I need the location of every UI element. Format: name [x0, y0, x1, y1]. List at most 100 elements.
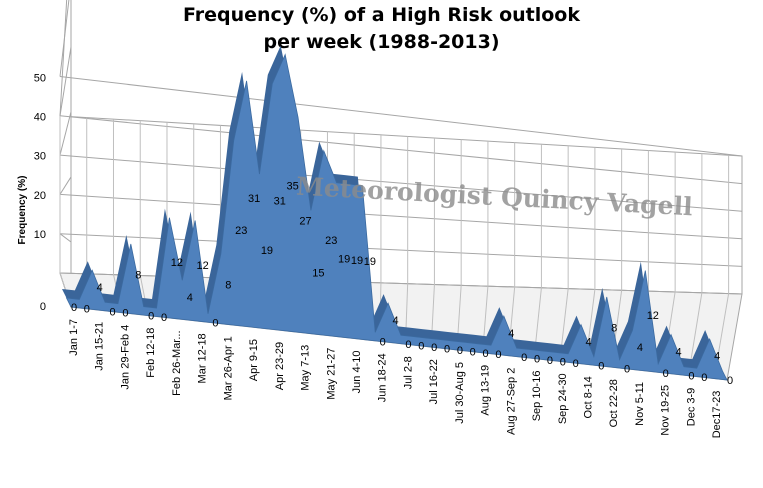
x-tick-label: Oct 8-14 [583, 376, 595, 418]
data-label: 0 [470, 346, 476, 358]
data-label: 0 [444, 344, 450, 356]
data-label: 19 [338, 253, 350, 265]
x-tick-label: Sep 24-30 [557, 373, 569, 424]
gridline-side [59, 0, 70, 77]
data-label: 0 [380, 336, 386, 348]
data-label: 12 [647, 310, 659, 322]
x-tick-label: Jun 4-10 [351, 350, 363, 393]
x-tick-label: Aug 27-Sep 2 [505, 368, 517, 435]
x-tick-label: Jul 16-22 [428, 359, 440, 404]
x-tick-label: Apr 23-29 [274, 342, 286, 390]
data-label: 0 [701, 372, 707, 384]
x-tick-label: Feb 12-18 [145, 328, 157, 378]
x-tick-label: May 7-13 [300, 345, 312, 391]
x-tick-label: Dec17-23 [711, 391, 723, 439]
y-axis-label: Frequency (%) [17, 176, 28, 245]
data-label: 0 [110, 306, 116, 318]
chart-title: Frequency (%) of a High Risk outlook per… [0, 2, 763, 56]
x-tick-label: Sep 10-16 [531, 371, 543, 422]
data-label: 0 [624, 364, 630, 376]
series-area-front [65, 53, 728, 381]
data-label: 15 [312, 267, 324, 279]
data-label: 0 [495, 349, 501, 361]
x-tick-label: Jan 29-Feb 4 [119, 325, 131, 390]
data-label: 0 [598, 361, 604, 373]
x-tick-label: Jul 30-Aug 5 [454, 362, 466, 424]
data-label: 0 [405, 339, 411, 351]
x-tick-label: Apr 9-15 [248, 339, 260, 381]
data-label: 0 [457, 345, 463, 357]
y-tick-label: 20 [34, 190, 46, 202]
data-label: 4 [714, 351, 720, 363]
data-label: 4 [637, 342, 643, 354]
gridline-side [59, 111, 72, 156]
data-label: 0 [148, 311, 154, 323]
data-label: 27 [299, 215, 311, 227]
data-label: 0 [547, 355, 553, 367]
gridline-side [59, 46, 72, 116]
x-tick-label: Mar 26-Apr 1 [222, 336, 234, 400]
data-label: 0 [688, 371, 694, 383]
data-label: 19 [261, 245, 273, 257]
data-label: 4 [508, 328, 514, 340]
x-tick-label: Feb 26-Mar... [171, 330, 183, 395]
data-label: 0 [84, 303, 90, 315]
y-axis-tick-labels: 0 10 20 30 40 50 [34, 72, 46, 313]
data-label: 31 [248, 193, 260, 205]
data-label: 4 [97, 282, 103, 294]
x-tick-label: Dec 3-9 [685, 388, 697, 427]
x-tick-label: Jul 2-8 [402, 356, 414, 389]
gridline-horizontal [59, 76, 743, 157]
data-label: 8 [611, 322, 617, 334]
data-label: 4 [393, 315, 399, 327]
chart-title-line-2: per week (1988-2013) [263, 31, 500, 53]
gridline-horizontal [59, 115, 743, 185]
y-tick-label: 10 [34, 229, 46, 241]
data-label: 0 [418, 341, 424, 353]
data-label: 8 [225, 280, 231, 292]
data-label: 4 [675, 346, 681, 358]
data-label: 4 [187, 292, 193, 304]
x-tick-label: Aug 13-19 [480, 365, 492, 416]
data-label: 4 [585, 336, 591, 348]
data-label: 0 [431, 342, 437, 354]
x-tick-label: May 21-27 [325, 348, 337, 400]
y-tick-label: 30 [34, 151, 46, 163]
y-tick-label: 40 [34, 112, 46, 124]
x-tick-label: Nov 5-11 [634, 382, 646, 426]
data-label: 0 [161, 312, 167, 324]
data-label: 0 [573, 358, 579, 370]
data-label: 0 [483, 348, 489, 360]
data-label: 0 [521, 352, 527, 364]
data-label: 0 [663, 368, 669, 380]
data-label: 0 [71, 302, 77, 314]
gridline-horizontal [59, 193, 743, 240]
x-tick-label: Nov 19-25 [660, 385, 672, 436]
y-tick-label: 0 [40, 301, 46, 313]
data-label: 8 [135, 269, 141, 281]
data-label: 0 [560, 356, 566, 368]
data-label: 19 [351, 255, 363, 267]
x-axis-tick-labels: Jan 1-7 Jan 15-21 Jan 29-Feb 4 Feb 12-18 Feb… [68, 319, 723, 438]
x-tick-label: Oct 22-28 [608, 379, 620, 427]
x-tick-label: Jan 15-21 [94, 322, 106, 371]
gridline-side [59, 176, 72, 195]
series-area [62, 45, 728, 381]
data-label: 0 [212, 318, 218, 330]
side-wall [59, 0, 72, 308]
data-label: 23 [235, 225, 247, 237]
data-label: 31 [274, 196, 286, 208]
gridline-side [59, 233, 72, 243]
data-label: 19 [364, 256, 376, 268]
data-label: 12 [171, 257, 183, 269]
data-label: 0 [534, 354, 540, 366]
x-tick-label: Jun 18-24 [377, 353, 389, 402]
x-tick-label: Jan 1-7 [68, 319, 80, 356]
x-tick-label: Mar 12-18 [197, 333, 209, 383]
data-label: 23 [325, 235, 337, 247]
data-label: 0 [727, 375, 733, 387]
y-tick-label: 50 [34, 72, 46, 84]
data-label: 12 [197, 260, 209, 272]
